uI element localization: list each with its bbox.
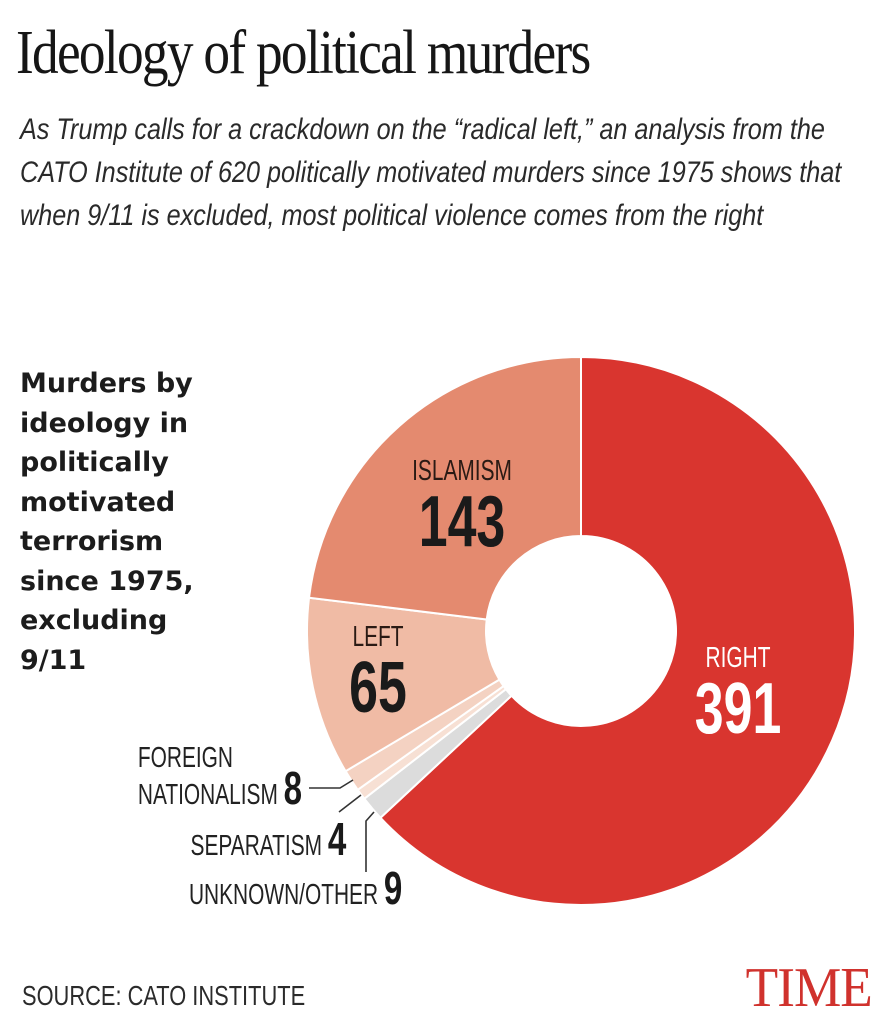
label-unknown-other: UNKNOWN/OTHER 9 (188, 865, 402, 911)
chart-description: Murders by ideology in politically motiv… (20, 368, 194, 676)
label-left-value: 65 (349, 648, 407, 728)
label-separatism-value: 4 (327, 813, 346, 865)
chart-subtitle: As Trump calls for a crackdown on the “r… (20, 113, 842, 232)
leader-line-foreign-nationalism (309, 779, 354, 789)
label-separatism-category: SEPARATISM (190, 830, 322, 862)
label-islamism: ISLAMISM 143 (412, 456, 513, 558)
label-unknown-other-value: 9 (383, 862, 402, 914)
label-foreign-nationalism: FOREIGN NATIONALISM 8 (137, 742, 302, 811)
slice-islamism (307, 355, 582, 621)
label-islamism-value: 143 (418, 482, 506, 562)
leader-line-unknown-other (365, 811, 375, 872)
label-right: RIGHT 391 (694, 642, 782, 749)
slice-right (379, 355, 856, 906)
label-right-category: RIGHT (705, 642, 771, 674)
label-right-value: 391 (694, 669, 782, 749)
label-separatism: SEPARATISM 4 (190, 816, 346, 862)
chart-title: Ideology of political murders (16, 19, 591, 87)
label-left: LEFT 65 (335, 622, 421, 724)
label-unknown-other-category: UNKNOWN/OTHER (188, 879, 378, 911)
donut-slices (306, 355, 856, 906)
leader-line-separatism (338, 794, 362, 813)
time-logo: TIME (745, 957, 873, 1019)
label-foreign-nationalism-line2: NATIONALISM (137, 779, 278, 811)
label-left-category: LEFT (352, 621, 404, 653)
label-islamism-category: ISLAMISM (412, 455, 512, 487)
leader-lines (309, 779, 375, 872)
label-foreign-nationalism-line1: FOREIGN (137, 742, 233, 774)
slice-left (306, 596, 501, 773)
source-note: SOURCE: CATO INSTITUTE (22, 980, 306, 1011)
label-foreign-nationalism-value: 8 (283, 762, 302, 814)
